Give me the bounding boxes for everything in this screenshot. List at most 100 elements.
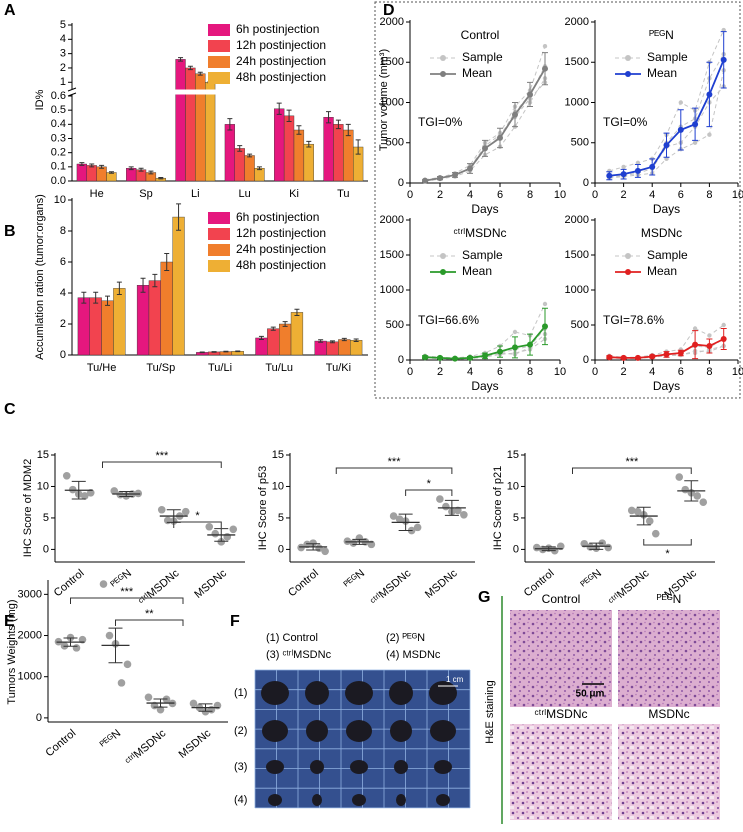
specimen: [389, 681, 413, 705]
mean-point: [467, 354, 473, 361]
y-tick-label: 1500: [380, 249, 404, 261]
y-tick-label: 2: [60, 318, 66, 330]
data-point: [223, 533, 232, 541]
error-bar: [187, 65, 193, 71]
specimen: [396, 794, 406, 806]
y-tick-label: 2000: [565, 214, 589, 226]
error-bar: [398, 513, 413, 532]
data-point: [144, 693, 153, 702]
x-tick-label: 0: [407, 189, 413, 201]
legend-text: (1) Control: [266, 632, 318, 644]
error-bar: [306, 543, 321, 551]
x-tick-label: Tu/He: [87, 362, 117, 374]
image-title: Control: [542, 592, 581, 606]
legend-label: Mean: [647, 264, 677, 278]
specimen: [306, 720, 328, 742]
legend-label: Mean: [647, 66, 677, 80]
y-tick-label: 500: [571, 319, 589, 331]
specimen: [430, 720, 456, 742]
data-point: [460, 510, 468, 519]
y-tick-label: 0: [60, 349, 66, 361]
data-point: [157, 505, 166, 514]
legend-label: Mean: [462, 66, 492, 80]
legend-label: Sample: [647, 248, 688, 262]
data-point: [693, 492, 702, 500]
legend-marker: [625, 253, 631, 259]
error-bar: [294, 308, 300, 316]
image-title: ᶜᵗʳˡMSDNc: [535, 707, 588, 721]
x-tick-label: 2: [621, 366, 627, 378]
mean-point: [437, 175, 443, 182]
sample-point: [635, 160, 641, 166]
sample-point: [692, 140, 698, 145]
data-point: [181, 507, 190, 516]
sample-point: [721, 27, 726, 33]
x-tick-label: 10: [732, 366, 743, 378]
legend-marker: [440, 269, 446, 275]
mean-point: [649, 353, 656, 360]
data-point: [349, 539, 358, 547]
mean-point: [482, 352, 488, 359]
error-bar: [138, 167, 144, 172]
error-bar: [79, 162, 85, 166]
legend-marker: [440, 71, 446, 77]
x-tick-label: MSDNc: [423, 567, 460, 601]
x-tick-label: 10: [554, 189, 566, 201]
error-bar: [164, 252, 170, 272]
error-bar: [276, 102, 282, 115]
error-bar: [119, 491, 134, 498]
y-tick-label: 10: [37, 480, 49, 492]
error-bar: [541, 546, 556, 552]
error-bar: [282, 321, 288, 327]
x-tick-label: 8: [706, 366, 712, 378]
histology-image: [510, 724, 612, 820]
data-point: [156, 705, 165, 714]
bar: [224, 124, 236, 182]
data-point: [604, 543, 613, 552]
bar: [350, 340, 363, 356]
bar: [283, 115, 295, 182]
error-bar: [589, 542, 604, 550]
image-title: ᴾᴱᴳN: [657, 592, 682, 606]
y-tick-label: 15: [37, 449, 49, 461]
y-tick-label: 500: [386, 137, 404, 149]
x-tick-label: Sp: [139, 188, 152, 200]
x-tick-label: MSDNc: [192, 567, 229, 601]
error-bar: [158, 176, 164, 180]
significance-label: ***: [625, 456, 639, 468]
significance-bracket: [102, 461, 222, 468]
y-tick-label: 0.1: [51, 161, 66, 173]
y-tick-label: 15: [507, 449, 519, 461]
bar: [172, 216, 185, 356]
y-tick-label: 15: [272, 449, 284, 461]
mean-point: [527, 91, 533, 98]
error-bar: [335, 119, 341, 130]
panel-label: G: [478, 589, 490, 606]
panel-label: A: [4, 2, 16, 19]
x-tick-label: Control: [286, 567, 321, 599]
row-label: (3): [234, 761, 247, 773]
y-tick-label: 2000: [380, 214, 404, 226]
panel-labels: A B C D E F G: [4, 2, 490, 630]
x-tick-label: Tu/Li: [208, 362, 232, 374]
row-label: (2): [234, 725, 247, 737]
legend-label: Sample: [647, 50, 688, 64]
y-tick-label: 1500: [565, 56, 589, 68]
x-tick-label: 8: [706, 189, 712, 201]
bar: [267, 328, 280, 356]
x-tick-label: Control: [52, 567, 87, 599]
legend-label: 48h postinjection: [236, 258, 326, 272]
sample-line: [424, 333, 546, 360]
error-bar: [71, 480, 86, 500]
bar: [343, 129, 354, 182]
mean-point: [606, 354, 613, 361]
mean-point: [706, 91, 713, 98]
bar: [333, 124, 344, 182]
x-tick-label: 8: [527, 189, 533, 201]
error-bar: [341, 337, 347, 342]
x-tick-label: Li: [191, 188, 200, 200]
x-tick-label: MSDNc: [177, 727, 214, 761]
data-point: [442, 502, 450, 511]
error-bar: [258, 335, 264, 340]
specimen: [345, 681, 373, 705]
